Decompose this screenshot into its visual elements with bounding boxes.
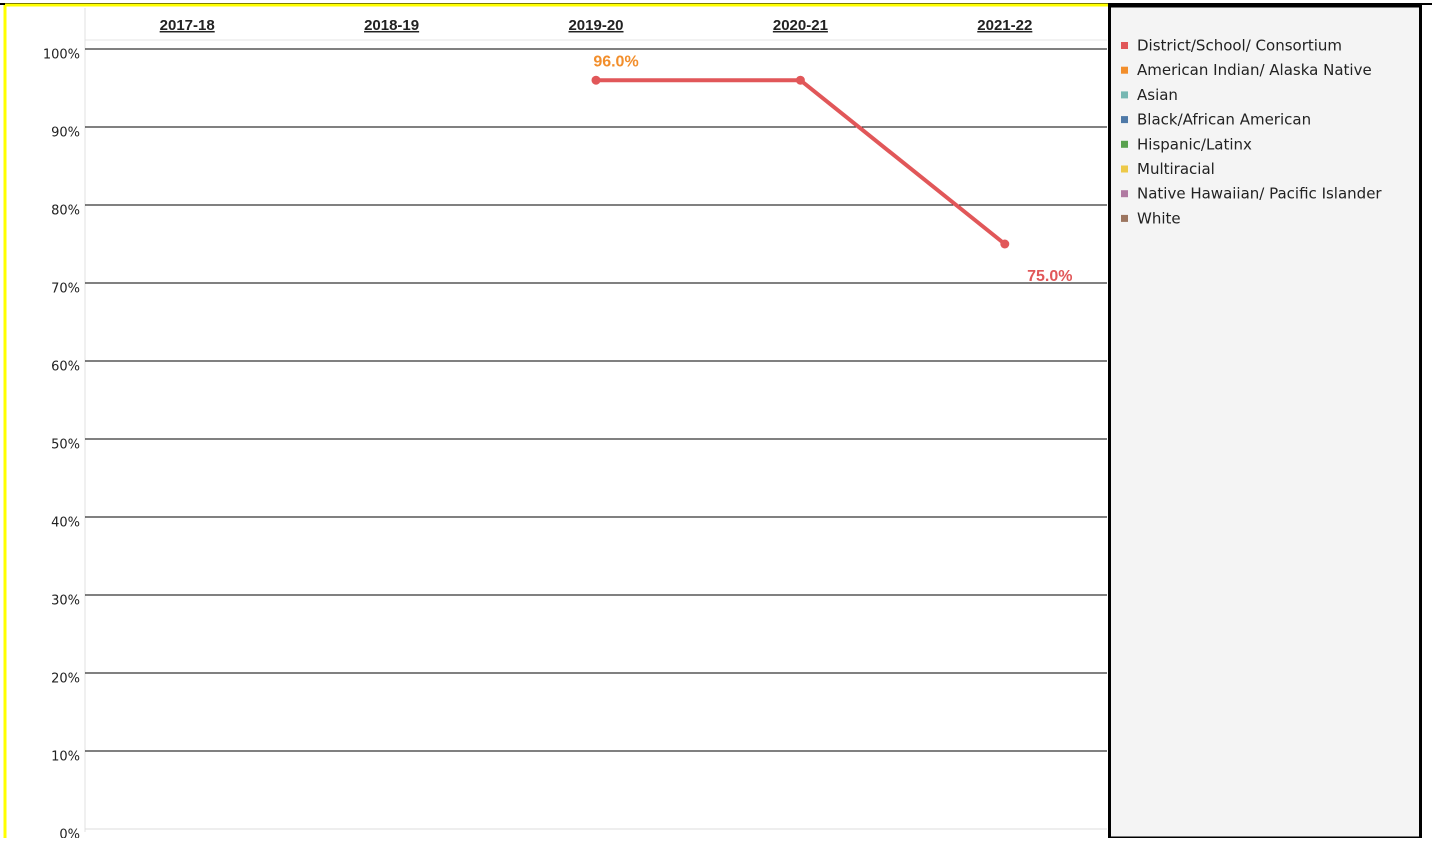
legend-label: Asian	[1137, 86, 1178, 104]
legend-swatch	[1121, 91, 1128, 99]
legend-swatch	[1121, 214, 1128, 222]
y-tick-label: 20%	[51, 672, 80, 687]
legend-label: White	[1137, 209, 1181, 227]
legend-label: American Indian/ Alaska Native	[1137, 61, 1372, 79]
data-point	[795, 75, 805, 85]
legend-swatch	[1121, 42, 1128, 49]
x-tick-label: 2021-22	[977, 17, 1032, 34]
y-tick-label: 60%	[51, 360, 80, 375]
y-tick-label: 100%	[43, 48, 80, 63]
x-tick-label: 2018-19	[364, 17, 419, 34]
data-point	[1000, 239, 1010, 249]
y-tick-label: 0%	[59, 828, 80, 839]
legend-swatch	[1121, 190, 1128, 198]
x-tick-label: 2020-21	[773, 17, 828, 34]
y-tick-label: 40%	[51, 516, 80, 531]
data-label: 75.0%	[1027, 268, 1072, 285]
legend-swatch	[1121, 140, 1128, 148]
legend-swatch	[1121, 165, 1128, 173]
y-tick-label: 80%	[51, 204, 80, 219]
legend-label: Multiracial	[1137, 160, 1215, 178]
data-point	[591, 75, 601, 85]
legend-label: Hispanic/Latinx	[1137, 135, 1252, 153]
y-tick-label: 10%	[51, 750, 80, 765]
legend-label: District/School/ Consortium	[1137, 37, 1342, 55]
legend-panel	[1108, 4, 1422, 840]
x-tick-label: 2019-20	[568, 17, 623, 34]
y-tick-label: 30%	[51, 594, 80, 609]
legend-swatch	[1121, 116, 1128, 124]
legend-swatch	[1121, 66, 1128, 74]
y-tick-label: 50%	[51, 438, 80, 453]
data-label: 96.0%	[593, 53, 638, 70]
y-tick-label: 90%	[51, 126, 80, 141]
legend-label: Black/African American	[1137, 111, 1311, 129]
legend-label: Native Hawaiian/ Pacific Islander	[1137, 185, 1382, 203]
x-tick-label: 2017-18	[160, 17, 215, 34]
y-tick-label: 70%	[51, 282, 80, 297]
